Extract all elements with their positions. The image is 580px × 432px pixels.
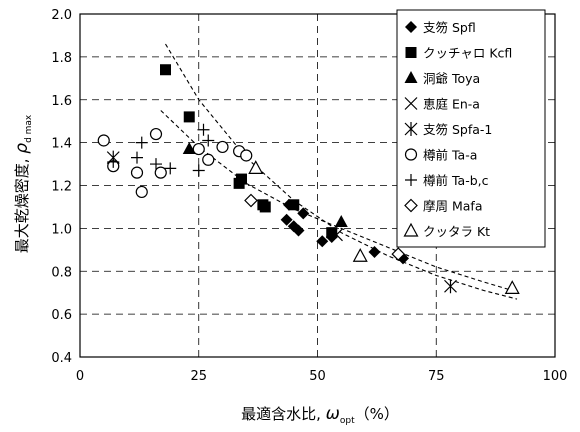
data-point [236, 173, 247, 185]
data-point [504, 280, 520, 294]
data-point [280, 213, 293, 226]
legend-label: 樽前 Ta-a [423, 148, 477, 163]
x-tick-label: 0 [76, 369, 84, 384]
data-point [292, 224, 305, 237]
x-axis-title-unit: （%） [355, 405, 399, 423]
data-point [240, 149, 253, 162]
y-tick-label: 1.2 [51, 180, 72, 195]
data-point [183, 111, 195, 123]
y-tick-label: 0.8 [51, 265, 72, 280]
y-axis-title: 最大乾燥密度, ρd max [12, 114, 34, 253]
legend-marker [405, 47, 417, 58]
tick-labels: 0.4 0.6 0.8 1.0 1.2 1.4 1.6 1.8 2.0 0 25 50 75 100 [51, 8, 567, 384]
data-point [397, 252, 409, 265]
axes [79, 13, 556, 358]
data-point [368, 245, 381, 258]
y-axis-title-symbol: ρ [12, 143, 32, 154]
x-axis-title-main: 最適含水比, [241, 405, 326, 423]
data-point [334, 214, 348, 227]
x-tick-label: 75 [428, 369, 445, 384]
data-point [197, 123, 210, 136]
data-point [444, 279, 457, 294]
legend-marker [403, 222, 419, 237]
legend-marker [404, 71, 418, 83]
data-point [135, 185, 148, 199]
data-point [192, 164, 205, 177]
legend-label: 恵庭 En-a [423, 97, 480, 112]
legend-item: 樽前 Ta-a [404, 148, 477, 163]
legend-box [396, 9, 546, 248]
legend-item: 恵庭 En-a [404, 97, 480, 112]
x-tick-label: 100 [543, 369, 568, 384]
data-point [160, 64, 171, 76]
y-tick-label: 0.6 [51, 308, 72, 323]
legend-label: クッチャロ Kcfl [423, 46, 512, 61]
legend-item: 支笏 Spfl [405, 20, 476, 35]
y-tick-label: 1.4 [51, 137, 72, 152]
data-point [202, 134, 215, 147]
legend-item: クッタラ Kt [403, 222, 490, 239]
trend-line [165, 43, 518, 300]
legend-marker [404, 148, 418, 161]
data-point [130, 166, 144, 179]
legend-label: 支笏 Spfa-1 [423, 122, 492, 137]
data-point [107, 155, 120, 168]
legend-label: クッタラ Kt [423, 224, 490, 239]
data-point [164, 162, 177, 175]
legend-label: 支笏 Spfl [423, 20, 476, 35]
legend-item: 樽前 Ta-b,c [405, 173, 489, 188]
x-axis-title-symbol: ω [326, 404, 340, 424]
legend-marker [405, 174, 417, 186]
y-tick-label: 0.4 [51, 351, 72, 366]
data-point [182, 142, 196, 155]
y-tick-label: 1.0 [51, 222, 72, 237]
data-point [248, 160, 264, 174]
legend-marker [404, 198, 418, 213]
data-point [352, 247, 368, 262]
legend-item: クッチャロ Kcfl [405, 46, 512, 61]
data-point [150, 158, 162, 171]
legend-item: 支笏 Spfa-1 [404, 122, 492, 137]
legend-marker [405, 21, 417, 33]
y-tick-label: 2.0 [51, 8, 72, 23]
data-point [330, 228, 343, 242]
data-point [202, 153, 215, 166]
legend-label: 樽前 Ta-b,c [423, 173, 489, 188]
x-tick-label: 50 [309, 369, 326, 384]
x-tick-label: 25 [190, 369, 207, 384]
data-point [154, 166, 167, 179]
plot-frame [79, 13, 556, 358]
legend-item: 摩周 Mafa [404, 198, 482, 214]
data-point [288, 199, 300, 211]
data-point [135, 136, 148, 149]
data-point [391, 247, 406, 261]
legend-marker [404, 97, 418, 110]
y-axis-title-main: 最大乾燥密度, [13, 154, 31, 254]
data-point [216, 140, 229, 154]
y-tick-label: 1.8 [51, 51, 72, 66]
data-point [316, 235, 329, 248]
x-axis-title: 最適含水比, ωopt（%） [241, 404, 399, 426]
x-axis-title-subscript: opt [340, 416, 355, 426]
legend-label: 洞爺 Toya [423, 71, 480, 86]
y-tick-label: 1.6 [51, 94, 72, 109]
data-point [326, 227, 338, 239]
data-point [297, 207, 310, 220]
legend-label: 摩周 Mafa [423, 199, 482, 214]
data-point [149, 127, 163, 141]
trend-line [160, 110, 513, 292]
trend-lines [160, 43, 518, 300]
data-point [192, 142, 205, 156]
data-point [259, 201, 271, 213]
data-points [97, 64, 520, 294]
legend-marker [404, 122, 418, 136]
data-point [97, 134, 110, 147]
data-point [244, 193, 258, 208]
legend-item: 洞爺 Toya [404, 71, 480, 86]
legend: 支笏 Spfl クッチャロ Kcfl 洞爺 Toya 恵庭 En-a 支笏 Spfa-1… [396, 9, 546, 248]
data-point [131, 151, 143, 164]
y-axis-title-subscript: d max [24, 114, 34, 143]
